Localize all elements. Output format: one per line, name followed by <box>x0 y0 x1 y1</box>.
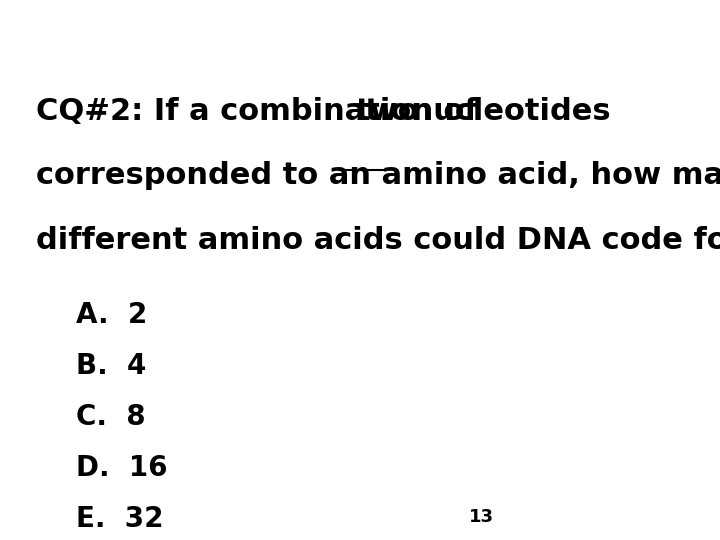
Text: A.  2: A. 2 <box>76 301 148 329</box>
Text: nucleotides: nucleotides <box>400 97 611 126</box>
Text: CQ#2: If a combination of: CQ#2: If a combination of <box>36 97 488 126</box>
Text: E.  32: E. 32 <box>76 505 164 533</box>
Text: 13: 13 <box>469 508 494 526</box>
Text: D.  16: D. 16 <box>76 454 168 482</box>
Text: B.  4: B. 4 <box>76 352 147 380</box>
Text: two: two <box>356 97 419 126</box>
Text: C.  8: C. 8 <box>76 403 146 431</box>
Text: different amino acids could DNA code for?: different amino acids could DNA code for… <box>36 226 720 254</box>
Text: corresponded to an amino acid, how many: corresponded to an amino acid, how many <box>36 161 720 190</box>
